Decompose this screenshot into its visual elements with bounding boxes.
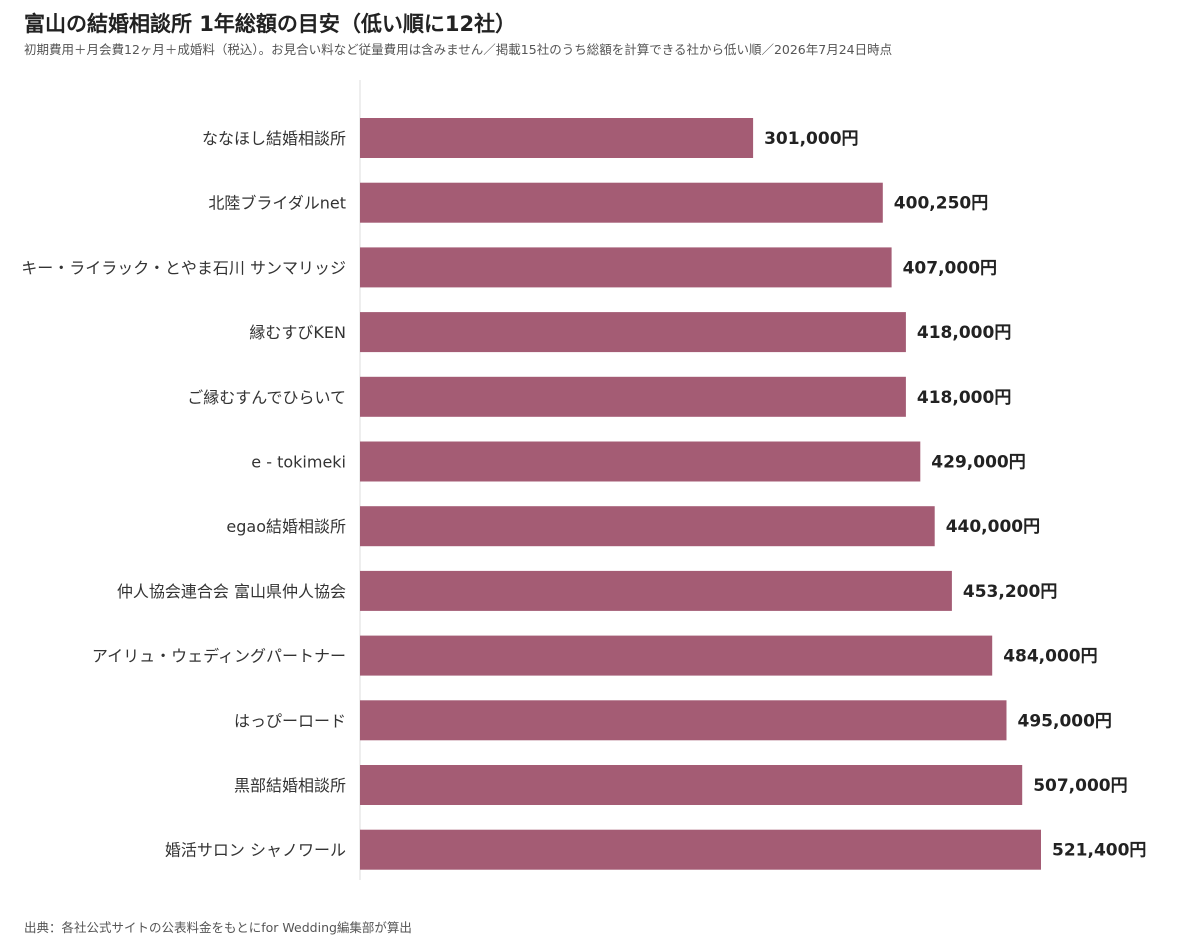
value-label: 418,000円 <box>917 388 1011 408</box>
value-label: 301,000円 <box>764 129 858 149</box>
category-label: 黒部結婚相談所 <box>234 776 346 795</box>
category-label: 縁むすびKEN <box>249 323 346 342</box>
category-label: ご縁むすんでひらいて <box>187 388 346 407</box>
value-label: 418,000円 <box>917 323 1011 343</box>
value-label: 407,000円 <box>903 258 997 278</box>
value-label: 400,250円 <box>894 194 988 214</box>
value-label: 495,000円 <box>1018 711 1112 731</box>
category-label: 仲人協会連合会 富山県仲人協会 <box>117 582 346 601</box>
category-label: 婚活サロン シャノワール <box>165 841 346 860</box>
chart-title: 富山の結婚相談所 1年総額の目安（低い順に12社） <box>24 12 517 36</box>
value-label: 453,200円 <box>963 582 1057 602</box>
value-label: 507,000円 <box>1033 776 1127 796</box>
category-label: e - tokimeki <box>251 453 346 472</box>
value-label: 521,400円 <box>1052 841 1146 861</box>
bar <box>360 829 1041 870</box>
value-label: 429,000円 <box>931 453 1025 473</box>
bar <box>360 312 906 353</box>
value-label: 484,000円 <box>1003 647 1097 667</box>
bar <box>360 118 754 158</box>
bar <box>360 506 935 547</box>
category-label: ななほし結婚相談所 <box>202 129 346 148</box>
category-label: アイリュ・ウェディングパートナー <box>92 647 346 666</box>
bar <box>360 700 1007 741</box>
bar <box>360 247 892 288</box>
category-label: 北陸ブライダルnet <box>208 194 346 213</box>
bar <box>360 765 1023 805</box>
value-label: 440,000円 <box>946 517 1040 537</box>
bar <box>360 182 883 223</box>
category-label: キー・ライラック・とやま石川 サンマリッジ <box>21 258 346 277</box>
chart-source: 出典：各社公式サイトの公表料金をもとにfor Wedding編集部が算出 <box>24 920 412 935</box>
chart-subtitle: 初期費用＋月会費12ヶ月＋成婚料（税込）。お見合い料など従量費用は含みません／掲… <box>24 42 893 57</box>
category-label: はっぴーロード <box>234 711 346 730</box>
bar <box>360 570 952 611</box>
category-label: egao結婚相談所 <box>226 517 346 536</box>
bar <box>360 441 921 482</box>
bar <box>360 635 993 676</box>
bar <box>360 376 906 417</box>
